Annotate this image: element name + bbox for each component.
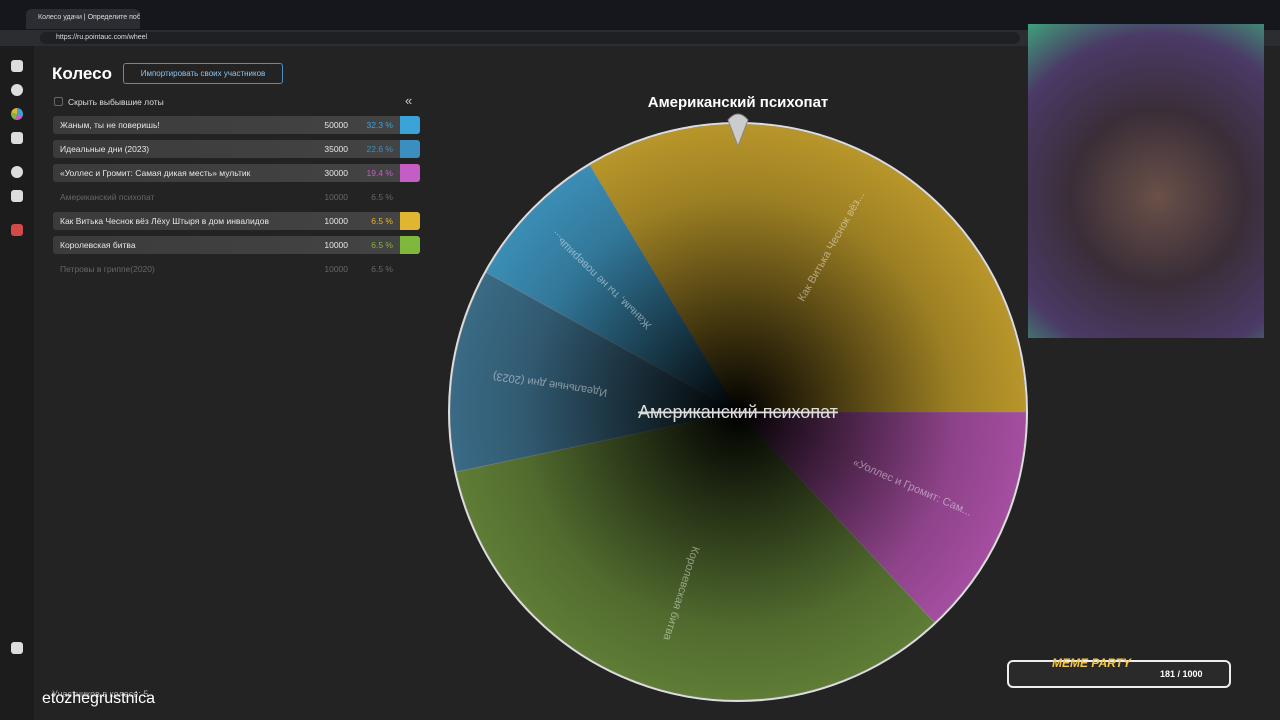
center-text: Американский психопат: [638, 402, 838, 422]
browser-tab[interactable]: Колесо удачи | Определите поб: [26, 9, 140, 29]
lot-row: Королевская битва 10000 6.5 %: [53, 236, 420, 254]
webcam: [1028, 24, 1264, 338]
page-title: Колесо: [52, 64, 112, 83]
lot-name: Идеальные дни (2023): [60, 144, 150, 154]
import-button[interactable]: Импортировать своих участников: [123, 63, 283, 84]
lot-percent: 22.6 %: [366, 144, 393, 154]
lot-percent: 6.5 %: [371, 192, 393, 202]
lot-icon[interactable]: [400, 140, 420, 158]
sidebar: [0, 46, 34, 720]
checkbox[interactable]: [54, 97, 63, 106]
nav-icon[interactable]: [11, 108, 23, 120]
lot-row: «Уоллес и Громит: Самая дикая месть» мул…: [53, 164, 420, 182]
meme-widget: [1007, 660, 1231, 688]
nav-icon[interactable]: [11, 190, 23, 202]
lot-name: Жаным, ты не поверишь!: [60, 120, 160, 130]
lot-amount: 10000: [324, 240, 348, 250]
lot-amount: 30000: [324, 168, 348, 178]
streamer-name: etozhegrustnica: [42, 690, 155, 707]
lot-percent: 6.5 %: [371, 264, 393, 274]
lot-percent: 19.4 %: [366, 168, 393, 178]
lot-percent: 32.3 %: [366, 120, 393, 130]
lot-amount: 10000: [324, 216, 348, 226]
checkbox-label: Скрыть выбывшие лоты: [68, 97, 164, 107]
collapse-button[interactable]: «: [405, 93, 413, 108]
lot-row: Идеальные дни (2023) 35000 22.6 %: [53, 140, 420, 158]
lot-name: Американский психопат: [60, 192, 155, 202]
lot-icon[interactable]: [400, 212, 420, 230]
lot-amount: 10000: [324, 192, 348, 202]
lot-row: Американский психопат 10000 6.5 %: [53, 188, 420, 206]
winner-title: Американский психопат: [648, 94, 829, 111]
lot-percent: 6.5 %: [371, 240, 393, 250]
meme-title: MEME PARTY: [1052, 656, 1131, 670]
nav-icon[interactable]: [11, 166, 23, 178]
meme-count: 181 / 1000: [1160, 669, 1203, 679]
participants-count: Участников в колесе: 5: [52, 689, 149, 699]
lot-row: Как Витька Чеснок вёз Лёху Штыря в дом и…: [53, 212, 420, 230]
lot-percent: 6.5 %: [371, 216, 393, 226]
lot-name: Петровы в гриппе(2020): [60, 264, 155, 274]
lot-name: «Уоллес и Громит: Самая дикая месть» мул…: [60, 168, 251, 178]
lot-row: Жаным, ты не поверишь! 50000 32.3 %: [53, 116, 420, 134]
url-field[interactable]: https://ru.pointauc.com/wheel: [40, 32, 1020, 44]
lot-amount: 10000: [324, 264, 348, 274]
lot-icon[interactable]: [400, 236, 420, 254]
lot-row: Петровы в гриппе(2020) 10000 6.5 %: [53, 260, 420, 278]
nav-icon[interactable]: [11, 224, 23, 236]
nav-icon[interactable]: [11, 132, 23, 144]
pointer: [727, 113, 749, 148]
wheel-shade: [450, 124, 1026, 700]
lot-amount: 50000: [324, 120, 348, 130]
lot-amount: 35000: [324, 144, 348, 154]
nav-icon[interactable]: [11, 84, 23, 96]
nav-icon[interactable]: [11, 60, 23, 72]
lot-name: Как Витька Чеснок вёз Лёху Штыря в дом и…: [60, 216, 269, 226]
lot-icon[interactable]: [400, 164, 420, 182]
lot-icon[interactable]: [400, 116, 420, 134]
lot-name: Королевская битва: [60, 240, 136, 250]
nav-icon[interactable]: [11, 642, 23, 654]
